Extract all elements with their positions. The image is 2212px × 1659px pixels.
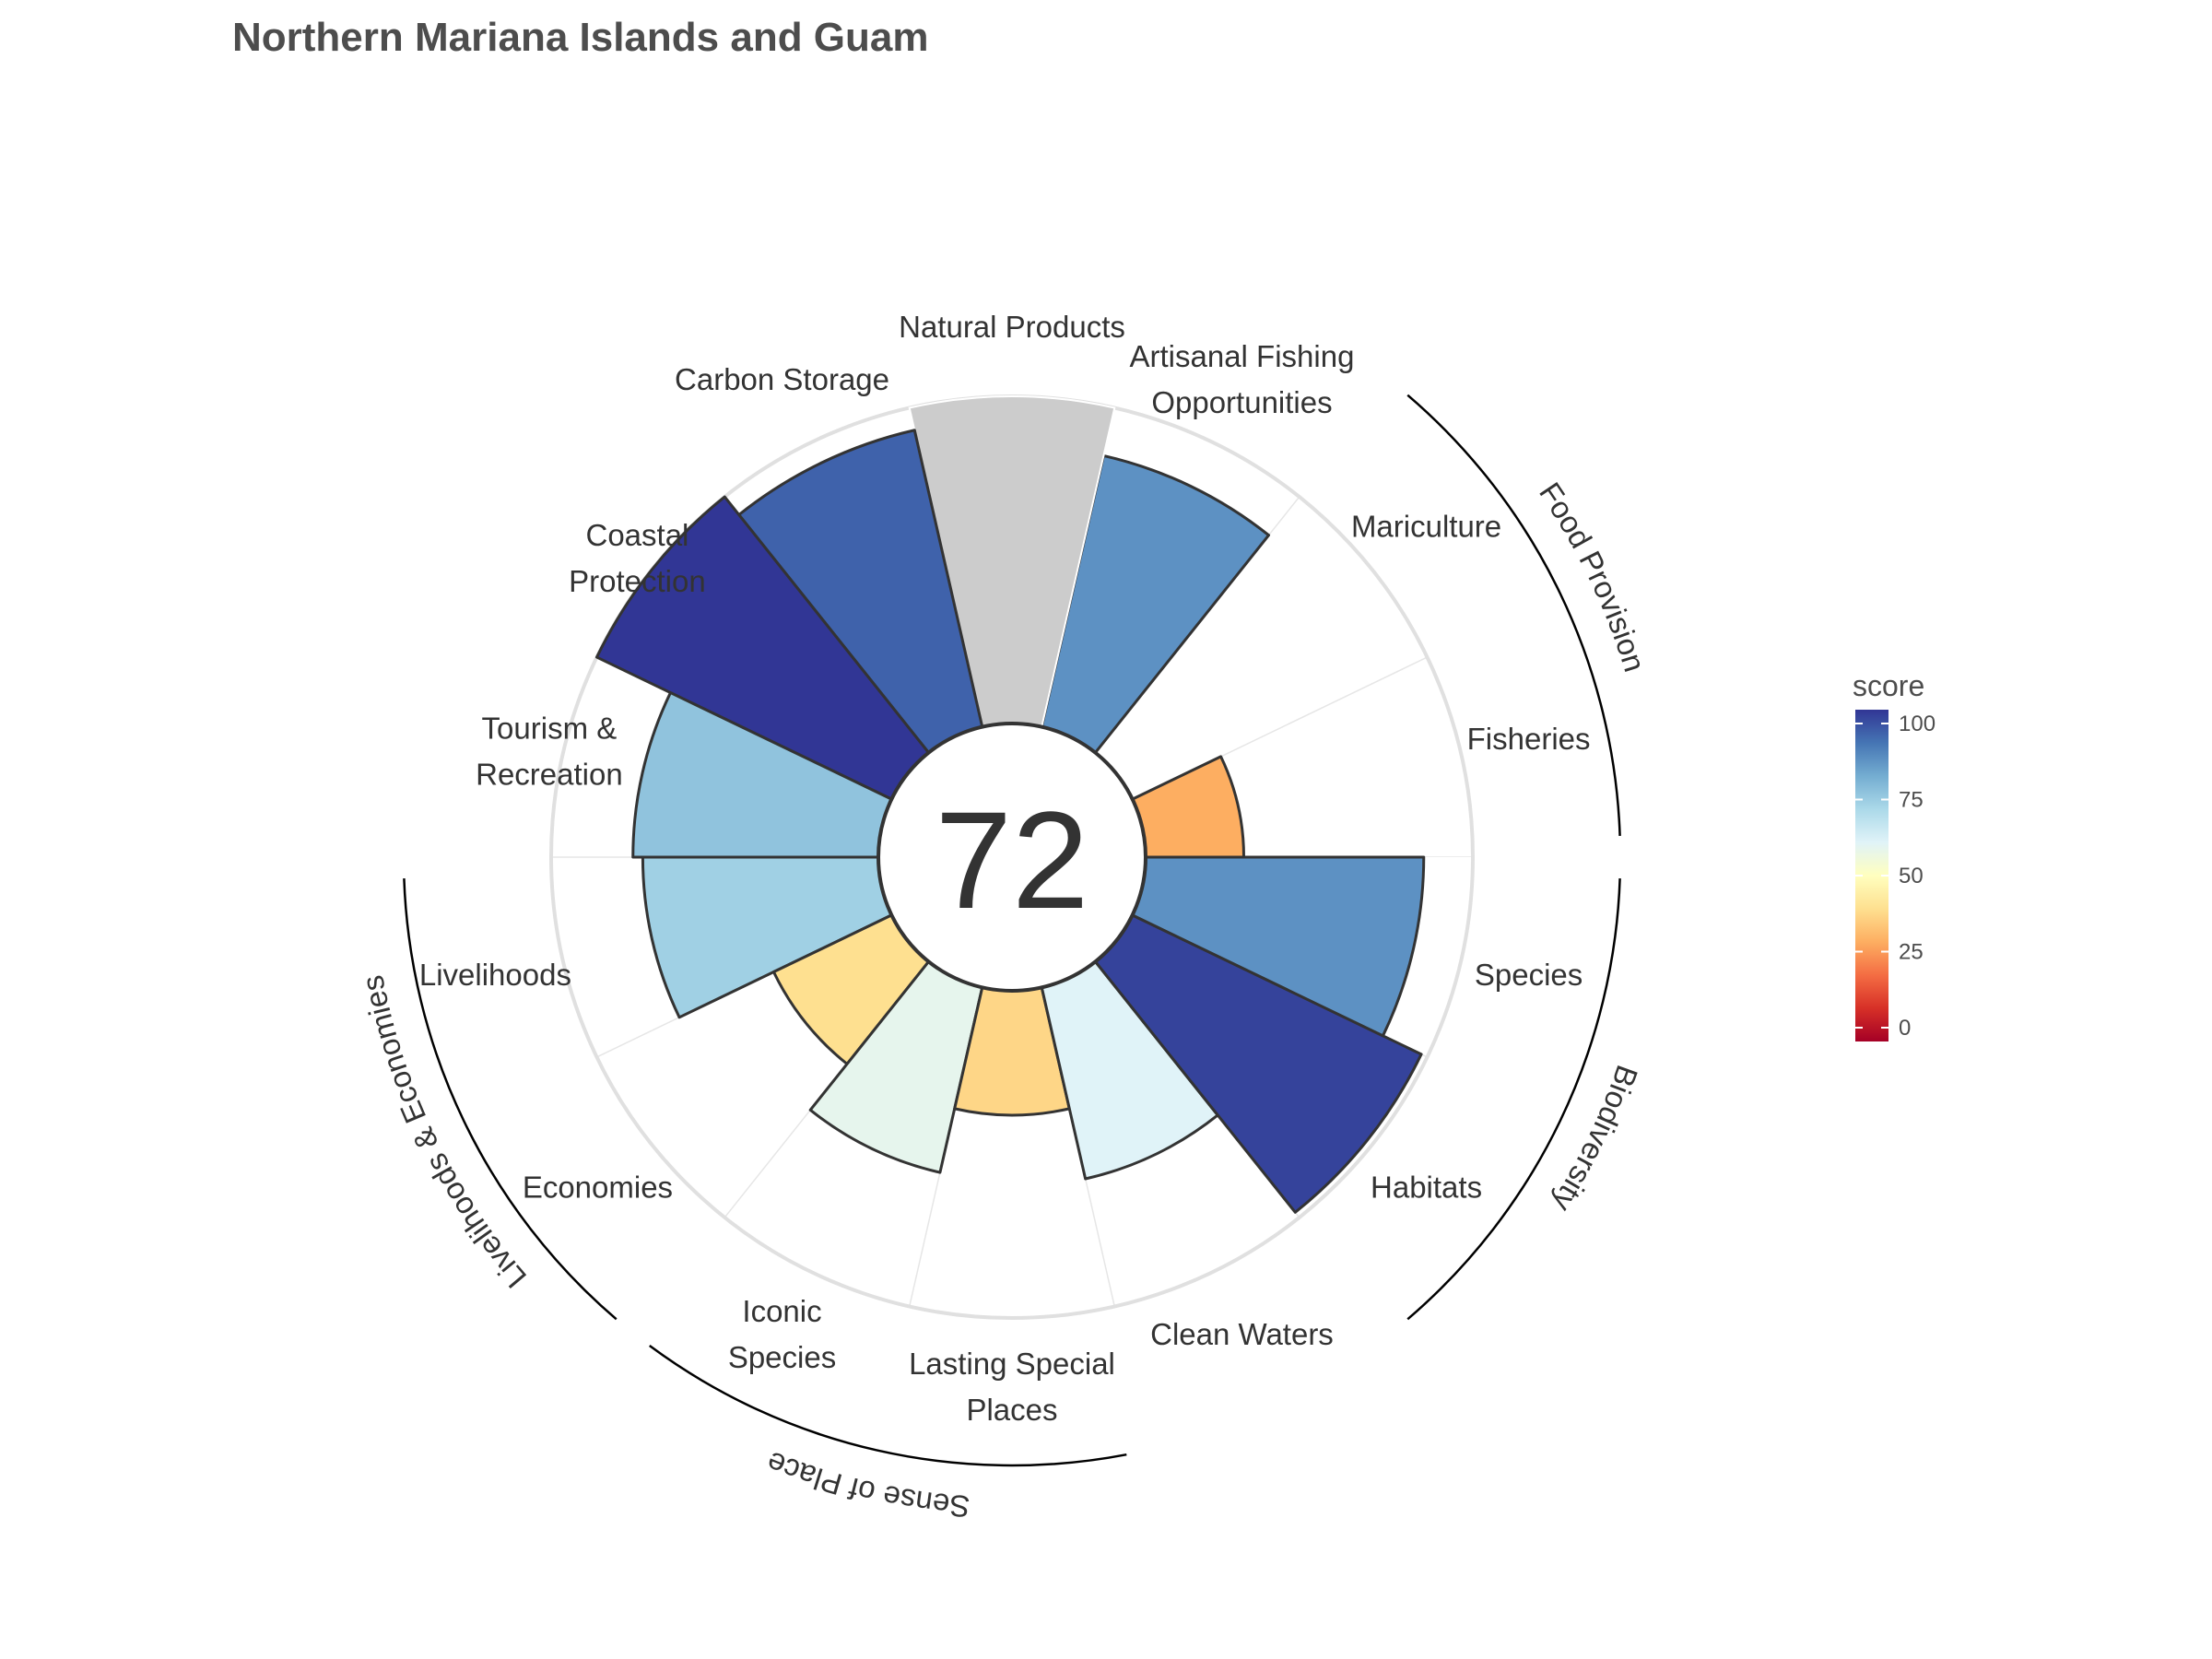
- group-label-biodiversity: Biodiversity: [1546, 1061, 1645, 1218]
- center-score: 72: [935, 782, 1089, 937]
- sector-bg-mariculture: [1095, 497, 1428, 800]
- legend-tick-label: 100: [1899, 712, 1936, 736]
- goal-label-line: Economies: [523, 1171, 673, 1205]
- goal-label-line: Carbon Storage: [675, 362, 889, 396]
- goal-label-clean-waters: Clean Waters: [1150, 1317, 1334, 1351]
- goal-label-tourism-and-recreation: Tourism & Recreation: [476, 711, 623, 791]
- goal-label-line: Habitats: [1371, 1171, 1482, 1205]
- goal-labels: Fisheries Mariculture Artisanal Fishing Opp…: [419, 310, 1591, 1427]
- sector-bg-lasting-special-places: [909, 987, 1115, 1318]
- legend-tick-label: 25: [1899, 940, 1924, 965]
- group-label-livelihoods-and-economies: Livelihoods & Economies: [355, 972, 533, 1294]
- goal-label-line: Natural Products: [899, 310, 1125, 344]
- goal-label-line: Protection: [569, 564, 706, 598]
- goal-label-line: Fisheries: [1467, 722, 1591, 756]
- legend: score 0 25 50 75 100: [1853, 669, 1936, 1041]
- goal-label-line: Species: [1475, 958, 1583, 992]
- goal-label-line: Livelihoods: [419, 958, 571, 992]
- goal-label-economies: Economies: [523, 1171, 673, 1205]
- goal-label-mariculture: Mariculture: [1351, 509, 1501, 543]
- goal-label-line: Coastal: [586, 518, 689, 552]
- group-label-sense-of-place: Sense of Place: [762, 1445, 971, 1524]
- goal-label-line: Opportunities: [1151, 385, 1332, 419]
- goal-label-species: Species: [1475, 958, 1583, 992]
- goal-label-lasting-special-places: Lasting Special Places: [909, 1347, 1115, 1427]
- legend-tick-label: 50: [1899, 864, 1924, 888]
- goal-label-habitats: Habitats: [1371, 1171, 1482, 1205]
- legend-tick-label: 75: [1899, 788, 1924, 813]
- goal-label-line: Recreation: [476, 757, 623, 791]
- group-arc-biodiversity: [1406, 877, 1621, 1321]
- goal-label-line: Places: [966, 1393, 1057, 1427]
- legend-tick-label: 0: [1899, 1016, 1911, 1041]
- group-arc-food-provision: [1406, 394, 1621, 837]
- goal-label-natural-products: Natural Products: [899, 310, 1125, 344]
- goal-label-artisanal-fishing-opportunities: Artisanal Fishing Opportunities: [1130, 339, 1355, 419]
- goal-label-line: Tourism &: [482, 711, 618, 745]
- chart-title: Northern Mariana Islands and Guam: [232, 15, 929, 60]
- center-circle: [877, 722, 1147, 993]
- goal-label-livelihoods: Livelihoods: [419, 958, 571, 992]
- group-arc-sense-of-place: [649, 1345, 1127, 1467]
- goal-label-line: Artisanal Fishing: [1130, 339, 1355, 373]
- group-arc-livelihoods-and-economies: [403, 877, 618, 1321]
- group-label-text: Biodiversity: [1546, 1061, 1645, 1218]
- goal-label-line: Lasting Special: [909, 1347, 1115, 1381]
- goal-label-line: Clean Waters: [1150, 1317, 1334, 1351]
- goal-label-coastal-protection: Coastal Protection: [569, 518, 706, 598]
- goal-label-line: Species: [728, 1340, 836, 1374]
- goal-label-carbon-storage: Carbon Storage: [675, 362, 889, 396]
- group-label-text: Sense of Place: [762, 1445, 971, 1524]
- group-label-text: Livelihoods & Economies: [355, 972, 533, 1294]
- legend-title: score: [1853, 669, 1924, 702]
- goal-label-fisheries: Fisheries: [1467, 722, 1591, 756]
- goal-label-iconic-species: Iconic Species: [728, 1294, 836, 1374]
- goal-label-line: Mariculture: [1351, 509, 1501, 543]
- goal-label-line: Iconic: [742, 1294, 821, 1328]
- petals: [549, 394, 1475, 1320]
- legend-ticks: 0 25 50 75 100: [1855, 712, 1936, 1041]
